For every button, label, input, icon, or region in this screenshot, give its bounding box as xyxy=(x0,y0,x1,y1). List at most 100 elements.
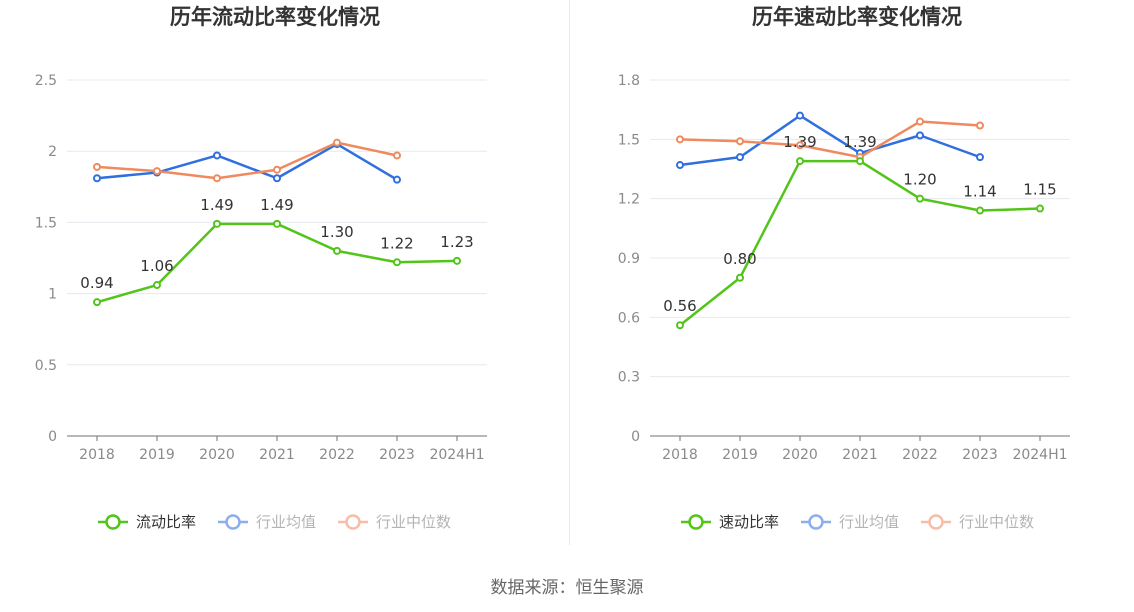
y-tick-label: 0.6 xyxy=(618,310,640,326)
legend-marker xyxy=(688,514,704,530)
data-label: 0.56 xyxy=(663,297,696,315)
data-point xyxy=(393,258,401,267)
data-label: 1.49 xyxy=(260,196,293,214)
data-point xyxy=(916,131,924,140)
series-line xyxy=(679,114,981,167)
data-point xyxy=(796,111,804,120)
y-tick-label: 2.5 xyxy=(35,73,57,89)
y-tick-label: 1 xyxy=(48,287,57,303)
y-tick-label: 1.8 xyxy=(618,73,640,89)
data-label: 1.15 xyxy=(1023,181,1056,199)
current-ratio-chart: 历年流动比率变化情况 0 0.5 1 1.5 2 2.5 2018 2019 2020 2021 20… xyxy=(35,5,487,531)
y-tick-label: 0 xyxy=(631,429,640,445)
data-point xyxy=(153,167,161,176)
y-tick-label: 0.3 xyxy=(618,370,640,386)
data-point xyxy=(333,246,341,255)
y-tick-label: 1.5 xyxy=(618,132,640,148)
legend-marker xyxy=(105,514,121,530)
data-label: 0.94 xyxy=(80,274,113,292)
legend-label: 流动比率 xyxy=(136,513,196,531)
y-tick-label: 1.5 xyxy=(35,215,57,231)
data-point xyxy=(916,194,924,203)
x-tick-label: 2018 xyxy=(662,447,698,463)
data-point xyxy=(93,174,101,183)
series-line xyxy=(679,120,981,159)
legend-item: 行业均值 xyxy=(218,513,316,531)
x-tick-label: 2019 xyxy=(722,447,758,463)
data-point xyxy=(1036,204,1044,213)
legend-item: 行业中位数 xyxy=(921,513,1034,531)
data-point xyxy=(273,174,281,183)
data-point xyxy=(676,321,684,330)
data-label: 1.49 xyxy=(200,196,233,214)
data-point xyxy=(213,219,221,228)
series-line xyxy=(96,141,398,180)
y-tick-label: 0.5 xyxy=(35,358,57,374)
data-point xyxy=(393,175,401,184)
x-tick-label: 2019 xyxy=(139,447,175,463)
chart-title: 历年速动比率变化情况 xyxy=(752,5,962,29)
legend-marker xyxy=(225,514,241,530)
data-label: 1.39 xyxy=(843,133,876,151)
data-point xyxy=(736,137,744,146)
legend-item: 行业中位数 xyxy=(338,513,451,531)
data-label: 1.14 xyxy=(963,183,996,201)
data-label: 1.22 xyxy=(380,234,413,252)
legend-label: 行业中位数 xyxy=(376,513,451,531)
x-tick-label: 2024H1 xyxy=(429,447,484,463)
data-point xyxy=(976,206,984,215)
data-point xyxy=(676,161,684,170)
y-tick-label: 0.9 xyxy=(618,251,640,267)
x-tick-label: 2020 xyxy=(782,447,818,463)
legend-marker xyxy=(928,514,944,530)
x-tick-label: 2021 xyxy=(259,447,295,463)
y-tick-label: 2 xyxy=(48,144,57,160)
legend-item: 行业均值 xyxy=(801,513,899,531)
data-point xyxy=(393,151,401,160)
data-point xyxy=(93,298,101,307)
data-point xyxy=(273,219,281,228)
data-point xyxy=(976,153,984,162)
legend-marker xyxy=(808,514,824,530)
data-point xyxy=(273,165,281,174)
x-tick-label: 2022 xyxy=(319,447,355,463)
x-tick-label: 2020 xyxy=(199,447,235,463)
quick-ratio-chart: 历年速动比率变化情况 0 0.3 0.6 0.9 1.2 1.5 1.8 2018 2019 202… xyxy=(618,5,1070,531)
data-point xyxy=(976,121,984,130)
data-point xyxy=(856,157,864,166)
data-point xyxy=(736,153,744,162)
legend-label: 行业中位数 xyxy=(959,513,1034,531)
series-line xyxy=(96,142,398,181)
x-tick-label: 2023 xyxy=(379,447,415,463)
data-point xyxy=(153,281,161,290)
data-point xyxy=(453,256,461,265)
x-tick-label: 2023 xyxy=(962,447,998,463)
data-point xyxy=(916,117,924,126)
x-tick-label: 2018 xyxy=(79,447,115,463)
panel-divider xyxy=(569,0,570,545)
data-point xyxy=(736,273,744,282)
data-point xyxy=(213,174,221,183)
data-label: 1.06 xyxy=(140,257,173,275)
legend-label: 行业均值 xyxy=(839,513,899,531)
data-point xyxy=(796,141,804,150)
data-label: 1.39 xyxy=(783,133,816,151)
data-point xyxy=(676,135,684,144)
data-label: 0.80 xyxy=(723,250,756,268)
data-point xyxy=(213,151,221,160)
legend-item: 速动比率 xyxy=(681,513,779,531)
legend-marker xyxy=(345,514,361,530)
x-tick-label: 2021 xyxy=(842,447,878,463)
y-tick-label: 1.2 xyxy=(618,192,640,208)
chart-title: 历年流动比率变化情况 xyxy=(170,5,380,29)
legend-item: 流动比率 xyxy=(98,513,196,531)
y-tick-label: 0 xyxy=(48,429,57,445)
data-point xyxy=(333,138,341,147)
legend-label: 行业均值 xyxy=(256,513,316,531)
x-tick-label: 2024H1 xyxy=(1012,447,1067,463)
data-label: 1.20 xyxy=(903,171,936,189)
data-label: 1.30 xyxy=(320,223,353,241)
data-label: 1.23 xyxy=(440,233,473,251)
data-point xyxy=(796,157,804,166)
